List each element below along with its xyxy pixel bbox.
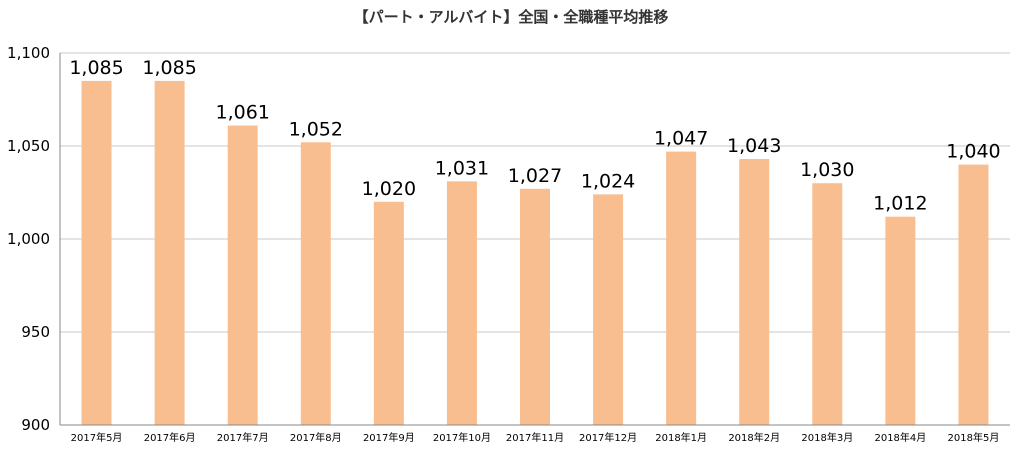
x-tick-label: 2018年4月: [874, 431, 926, 444]
data-label: 1,061: [215, 102, 269, 124]
bar: [300, 142, 331, 425]
data-label: 1,027: [508, 165, 562, 187]
x-tick-label: 2017年7月: [217, 431, 269, 444]
x-tick-label: 2017年11月: [506, 431, 564, 444]
data-label: 1,031: [435, 157, 489, 179]
bar: [812, 183, 843, 425]
x-tick-label: 2018年5月: [948, 431, 1000, 444]
bar: [666, 151, 697, 425]
chart-title: 【パート・アルバイト】全国・全職種平均推移: [354, 8, 669, 26]
data-label: 1,020: [362, 178, 416, 200]
bar: [520, 188, 550, 425]
y-tick-label: 1,050: [7, 137, 50, 155]
y-tick-label: 1,100: [7, 44, 50, 62]
data-label: 1,012: [873, 193, 927, 215]
bars: [81, 80, 989, 426]
data-label: 1,024: [581, 170, 635, 192]
x-tick-label: 2017年12月: [579, 431, 637, 444]
y-tick-label: 950: [21, 323, 50, 341]
x-axis-ticks: 2017年5月 2017年6月 2017年7月 2017年8月 2017年9月 2017年…: [71, 431, 1000, 444]
data-label: 1,030: [800, 159, 854, 181]
bar: [958, 164, 989, 425]
x-tick-label: 2017年9月: [363, 431, 415, 444]
data-label: 1,052: [289, 118, 343, 140]
bar: [227, 125, 258, 425]
x-tick-label: 2017年5月: [71, 431, 123, 444]
x-tick-label: 2017年10月: [433, 431, 491, 444]
x-tick-label: 2018年2月: [728, 431, 780, 444]
y-axis-ticks: 900 950 1,000 1,050 1,100: [7, 44, 50, 434]
x-tick-label: 2017年6月: [144, 431, 196, 444]
x-tick-label: 2017年8月: [290, 431, 342, 444]
data-labels: 1,085 1,085 1,061 1,052 1,020 1,031 1,027 1,024…: [69, 57, 1000, 215]
bar: [373, 201, 404, 425]
bar: [739, 159, 770, 425]
data-label: 1,047: [654, 128, 708, 150]
x-tick-label: 2018年3月: [801, 431, 853, 444]
x-tick-label: 2018年1月: [655, 431, 707, 444]
y-tick-label: 1,000: [7, 230, 50, 248]
bar: [885, 216, 916, 425]
data-label: 1,085: [142, 57, 196, 79]
bar: [593, 194, 624, 425]
bar: [154, 80, 185, 426]
data-label: 1,043: [727, 135, 781, 157]
data-label: 1,085: [69, 57, 123, 79]
bar: [81, 80, 112, 426]
bar: [446, 181, 477, 425]
data-label: 1,040: [946, 141, 1000, 163]
y-tick-label: 900: [21, 416, 50, 434]
